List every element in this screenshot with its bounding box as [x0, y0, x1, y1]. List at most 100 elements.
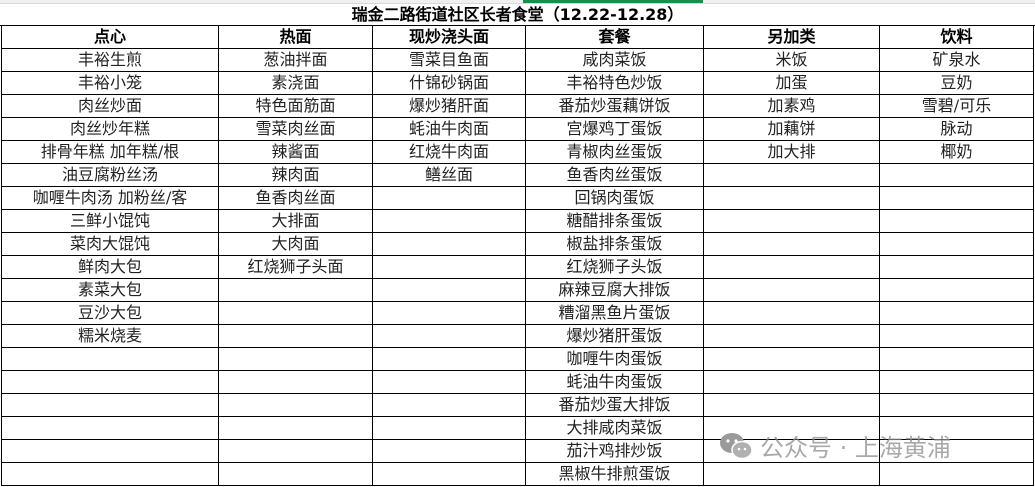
- table-cell[interactable]: [218, 439, 373, 463]
- table-cell[interactable]: 咖喱牛肉汤 加粉丝/客: [1, 186, 219, 210]
- table-cell[interactable]: 排骨年糕 加年糕/根: [1, 140, 219, 164]
- table-cell[interactable]: [372, 301, 526, 325]
- table-cell[interactable]: [372, 209, 526, 233]
- table-cell[interactable]: [218, 278, 373, 302]
- table-cell[interactable]: [879, 232, 1034, 256]
- table-cell[interactable]: [218, 370, 373, 394]
- table-cell[interactable]: 红烧狮子头面: [218, 255, 373, 279]
- table-cell[interactable]: [1, 439, 219, 463]
- table-cell[interactable]: 宫爆鸡丁蛋饭: [525, 117, 704, 141]
- table-cell[interactable]: [703, 462, 880, 486]
- table-cell[interactable]: 肉丝炒年糕: [1, 117, 219, 141]
- table-cell[interactable]: [703, 163, 880, 187]
- table-cell[interactable]: [372, 232, 526, 256]
- table-cell[interactable]: 雪菜目鱼面: [372, 48, 526, 72]
- table-cell[interactable]: 雪碧/可乐: [879, 94, 1034, 118]
- table-cell[interactable]: 番茄炒蛋藕饼饭: [525, 94, 704, 118]
- table-cell[interactable]: [879, 186, 1034, 210]
- column-header[interactable]: 现炒浇头面: [372, 25, 526, 49]
- table-cell[interactable]: 加藕饼: [703, 117, 880, 141]
- table-cell[interactable]: [372, 255, 526, 279]
- table-cell[interactable]: [879, 370, 1034, 394]
- table-cell[interactable]: 糯米烧麦: [1, 324, 219, 348]
- table-cell[interactable]: 丰裕特色炒饭: [525, 71, 704, 95]
- table-cell[interactable]: [879, 255, 1034, 279]
- table-cell[interactable]: [372, 186, 526, 210]
- table-cell[interactable]: 丰裕生煎: [1, 48, 219, 72]
- table-cell[interactable]: [372, 462, 526, 486]
- table-cell[interactable]: [703, 324, 880, 348]
- table-cell[interactable]: [372, 278, 526, 302]
- table-cell[interactable]: 红烧狮子头饭: [525, 255, 704, 279]
- table-cell[interactable]: [879, 439, 1034, 463]
- column-header[interactable]: 套餐: [525, 25, 704, 49]
- table-cell[interactable]: 蚝油牛肉面: [372, 117, 526, 141]
- table-cell[interactable]: 糟溜黑鱼片蛋饭: [525, 301, 704, 325]
- table-cell[interactable]: [372, 347, 526, 371]
- table-cell[interactable]: 加素鸡: [703, 94, 880, 118]
- table-cell[interactable]: 鱼香肉丝面: [218, 186, 373, 210]
- table-cell[interactable]: [372, 324, 526, 348]
- table-cell[interactable]: 脉动: [879, 117, 1034, 141]
- table-cell[interactable]: [703, 301, 880, 325]
- table-cell[interactable]: 素浇面: [218, 71, 373, 95]
- table-cell[interactable]: 蚝油牛肉蛋饭: [525, 370, 704, 394]
- table-cell[interactable]: 油豆腐粉丝汤: [1, 163, 219, 187]
- table-cell[interactable]: 大排面: [218, 209, 373, 233]
- table-cell[interactable]: 青椒肉丝蛋饭: [525, 140, 704, 164]
- column-header[interactable]: 热面: [218, 25, 373, 49]
- table-cell[interactable]: [1, 347, 219, 371]
- table-cell[interactable]: [218, 324, 373, 348]
- table-cell[interactable]: 豆沙大包: [1, 301, 219, 325]
- table-cell[interactable]: 咸肉菜饭: [525, 48, 704, 72]
- table-cell[interactable]: 加蛋: [703, 71, 880, 95]
- table-cell[interactable]: [703, 209, 880, 233]
- table-cell[interactable]: 加大排: [703, 140, 880, 164]
- table-cell[interactable]: [218, 347, 373, 371]
- column-header[interactable]: 饮料: [879, 25, 1034, 49]
- table-cell[interactable]: [879, 462, 1034, 486]
- table-cell[interactable]: 雪菜肉丝面: [218, 117, 373, 141]
- table-cell[interactable]: 黑椒牛排煎蛋饭: [525, 462, 704, 486]
- table-cell[interactable]: 茄汁鸡排炒饭: [525, 439, 704, 463]
- table-cell[interactable]: 咖喱牛肉蛋饭: [525, 347, 704, 371]
- table-cell[interactable]: [879, 347, 1034, 371]
- table-cell[interactable]: 米饭: [703, 48, 880, 72]
- table-cell[interactable]: 鱼香肉丝蛋饭: [525, 163, 704, 187]
- table-cell[interactable]: [372, 393, 526, 417]
- table-cell[interactable]: [879, 393, 1034, 417]
- table-cell[interactable]: 椒盐排条蛋饭: [525, 232, 704, 256]
- table-cell[interactable]: 葱油拌面: [218, 48, 373, 72]
- table-cell[interactable]: [879, 209, 1034, 233]
- table-cell[interactable]: [1, 462, 219, 486]
- table-cell[interactable]: 糖醋排条蛋饭: [525, 209, 704, 233]
- table-cell[interactable]: 椰奶: [879, 140, 1034, 164]
- table-cell[interactable]: 回锅肉蛋饭: [525, 186, 704, 210]
- table-cell[interactable]: [372, 416, 526, 440]
- table-cell[interactable]: [703, 232, 880, 256]
- table-cell[interactable]: [879, 278, 1034, 302]
- table-cell[interactable]: 爆炒猪肝蛋饭: [525, 324, 704, 348]
- table-cell[interactable]: 矿泉水: [879, 48, 1034, 72]
- table-cell[interactable]: [879, 301, 1034, 325]
- table-cell[interactable]: [1, 393, 219, 417]
- table-cell[interactable]: [372, 370, 526, 394]
- table-cell[interactable]: 豆奶: [879, 71, 1034, 95]
- table-cell[interactable]: [879, 324, 1034, 348]
- table-cell[interactable]: [218, 416, 373, 440]
- table-cell[interactable]: [703, 347, 880, 371]
- table-cell[interactable]: 大肉面: [218, 232, 373, 256]
- table-cell[interactable]: 丰裕小笼: [1, 71, 219, 95]
- table-cell[interactable]: 麻辣豆腐大排饭: [525, 278, 704, 302]
- table-cell[interactable]: [1, 370, 219, 394]
- table-cell[interactable]: 鳝丝面: [372, 163, 526, 187]
- table-cell[interactable]: [703, 416, 880, 440]
- table-cell[interactable]: 辣肉面: [218, 163, 373, 187]
- table-cell[interactable]: 菜肉大馄饨: [1, 232, 219, 256]
- table-cell[interactable]: [879, 163, 1034, 187]
- table-cell[interactable]: [703, 186, 880, 210]
- table-cell[interactable]: 大排咸肉菜饭: [525, 416, 704, 440]
- table-cell[interactable]: [218, 462, 373, 486]
- table-cell[interactable]: [218, 393, 373, 417]
- table-cell[interactable]: [372, 439, 526, 463]
